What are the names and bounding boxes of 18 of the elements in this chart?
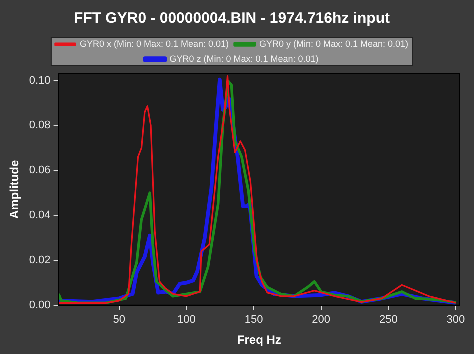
legend-label: GYR0 z (Min: 0 Max: 0.1 Mean: 0.01) <box>170 54 319 64</box>
x-tick-label: 200 <box>312 314 331 326</box>
x-tick-label: 100 <box>178 314 196 326</box>
x-tick-label: 250 <box>379 314 398 326</box>
y-axis-title: Amplitude <box>8 160 22 220</box>
y-tick-label: 0.04 <box>29 210 51 222</box>
x-tick-label: 150 <box>244 314 264 326</box>
legend-label: GYR0 y (Min: 0 Max: 0.1 Mean: 0.01) <box>260 38 409 49</box>
y-tick-label: 0.02 <box>29 254 51 266</box>
x-tick-label: 300 <box>446 314 466 326</box>
y-tick-label: 0.10 <box>29 74 51 87</box>
y-tick-label: 0.00 <box>29 299 51 312</box>
y-tick-label: 0.08 <box>29 120 51 132</box>
chart-title: FFT GYR0 - 00000004.BIN - 1974.716hz input <box>74 10 390 28</box>
y-tick-label: 0.06 <box>29 164 51 177</box>
legend-label: GYR0 x (Min: 0 Max: 0.1 Mean: 0.01) <box>80 38 230 49</box>
x-tick-label: 50 <box>113 314 126 326</box>
x-axis-title: Freq Hz <box>237 333 282 348</box>
